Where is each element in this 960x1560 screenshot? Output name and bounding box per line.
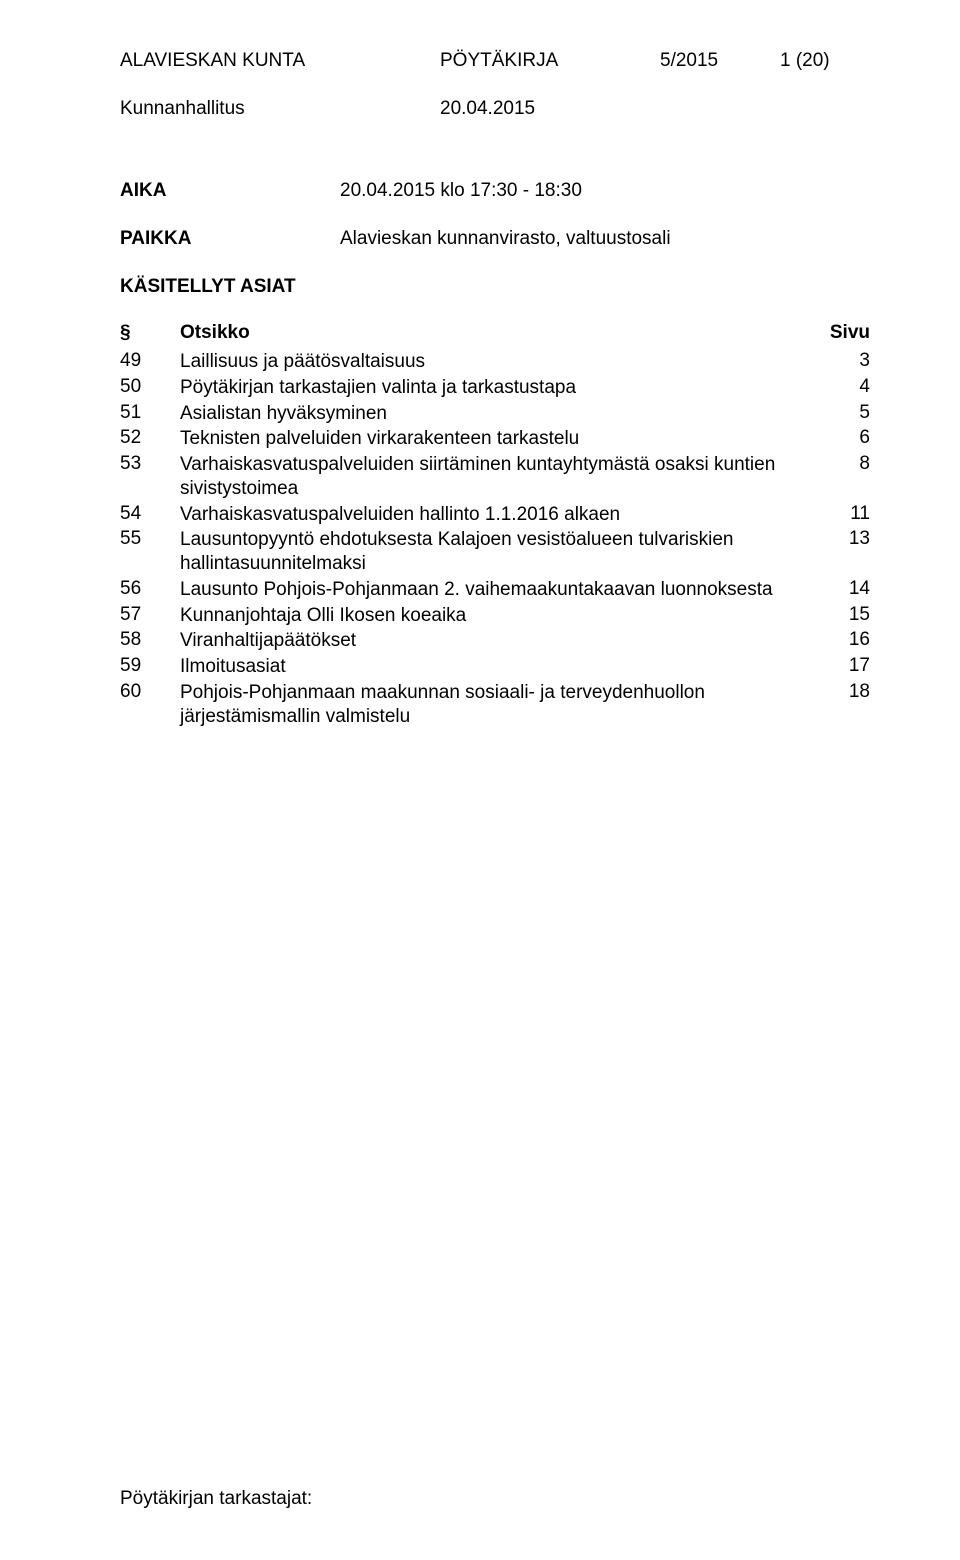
item-page: 8: [800, 453, 870, 475]
item-row: 59 Ilmoitusasiat 17: [120, 655, 870, 679]
header-row: ALAVIESKAN KUNTA PÖYTÄKIRJA 5/2015 1 (20…: [120, 50, 870, 72]
place-label: PAIKKA: [120, 228, 340, 250]
table-head: § Otsikko Sivu: [120, 322, 870, 344]
header-meeting-no: 5/2015: [660, 50, 780, 72]
subheader-row: Kunnanhallitus 20.04.2015: [120, 98, 870, 120]
item-num: 53: [120, 453, 180, 475]
time-value: 20.04.2015 klo 17:30 - 18:30: [340, 180, 870, 202]
item-num: 55: [120, 528, 180, 550]
item-num: 54: [120, 503, 180, 525]
item-title: Lausuntopyyntö ehdotuksesta Kalajoen ves…: [180, 528, 800, 576]
page: ALAVIESKAN KUNTA PÖYTÄKIRJA 5/2015 1 (20…: [0, 0, 960, 1560]
item-page: 15: [800, 604, 870, 626]
item-title: Viranhaltijapäätökset: [180, 629, 800, 653]
item-num: 56: [120, 578, 180, 600]
header-doc-type: PÖYTÄKIRJA: [440, 50, 660, 72]
item-title: Varhaiskasvatuspalveluiden hallinto 1.1.…: [180, 503, 800, 527]
item-row: 53 Varhaiskasvatuspalveluiden siirtämine…: [120, 453, 870, 501]
item-row: 50 Pöytäkirjan tarkastajien valinta ja t…: [120, 376, 870, 400]
item-num: 49: [120, 350, 180, 372]
item-page: 11: [800, 503, 870, 525]
item-page: 4: [800, 376, 870, 398]
subheader-body: Kunnanhallitus: [120, 98, 440, 120]
item-title: Ilmoitusasiat: [180, 655, 800, 679]
items-list: 49 Laillisuus ja päätösvaltaisuus 3 50 P…: [120, 350, 870, 728]
item-title: Asialistan hyväksyminen: [180, 402, 800, 426]
item-num: 60: [120, 681, 180, 703]
item-page: 6: [800, 427, 870, 449]
item-row: 56 Lausunto Pohjois-Pohjanmaan 2. vaihem…: [120, 578, 870, 602]
place-value: Alavieskan kunnanvirasto, valtuustosali: [340, 228, 870, 250]
header-page-no: 1 (20): [780, 50, 900, 72]
item-row: 55 Lausuntopyyntö ehdotuksesta Kalajoen …: [120, 528, 870, 576]
item-row: 58 Viranhaltijapäätökset 16: [120, 629, 870, 653]
col-num-header: §: [120, 322, 180, 344]
item-row: 60 Pohjois-Pohjanmaan maakunnan sosiaali…: [120, 681, 870, 729]
item-num: 57: [120, 604, 180, 626]
item-page: 16: [800, 629, 870, 651]
item-row: 54 Varhaiskasvatuspalveluiden hallinto 1…: [120, 503, 870, 527]
item-num: 50: [120, 376, 180, 398]
item-row: 49 Laillisuus ja päätösvaltaisuus 3: [120, 350, 870, 374]
subheader-date: 20.04.2015: [440, 98, 870, 120]
processed-title: KÄSITELLYT ASIAT: [120, 276, 870, 298]
item-title: Teknisten palveluiden virkarakenteen tar…: [180, 427, 800, 451]
item-title: Laillisuus ja päätösvaltaisuus: [180, 350, 800, 374]
item-num: 51: [120, 402, 180, 424]
item-title: Lausunto Pohjois-Pohjanmaan 2. vaihemaak…: [180, 578, 800, 602]
item-page: 14: [800, 578, 870, 600]
item-page: 5: [800, 402, 870, 424]
item-num: 59: [120, 655, 180, 677]
item-page: 17: [800, 655, 870, 677]
item-page: 18: [800, 681, 870, 703]
item-num: 58: [120, 629, 180, 651]
header-org: ALAVIESKAN KUNTA: [120, 50, 440, 72]
time-row: AIKA 20.04.2015 klo 17:30 - 18:30: [120, 180, 870, 202]
time-label: AIKA: [120, 180, 340, 202]
item-title: Pohjois-Pohjanmaan maakunnan sosiaali- j…: [180, 681, 800, 729]
item-title: Pöytäkirjan tarkastajien valinta ja tark…: [180, 376, 800, 400]
item-row: 57 Kunnanjohtaja Olli Ikosen koeaika 15: [120, 604, 870, 628]
item-page: 3: [800, 350, 870, 372]
item-num: 52: [120, 427, 180, 449]
item-row: 51 Asialistan hyväksyminen 5: [120, 402, 870, 426]
item-title: Kunnanjohtaja Olli Ikosen koeaika: [180, 604, 800, 628]
item-title: Varhaiskasvatuspalveluiden siirtäminen k…: [180, 453, 800, 501]
item-page: 13: [800, 528, 870, 550]
footer: Pöytäkirjan tarkastajat:: [120, 1488, 312, 1510]
col-page-header: Sivu: [800, 322, 870, 344]
item-row: 52 Teknisten palveluiden virkarakenteen …: [120, 427, 870, 451]
place-row: PAIKKA Alavieskan kunnanvirasto, valtuus…: [120, 228, 870, 250]
col-title-header: Otsikko: [180, 322, 800, 344]
